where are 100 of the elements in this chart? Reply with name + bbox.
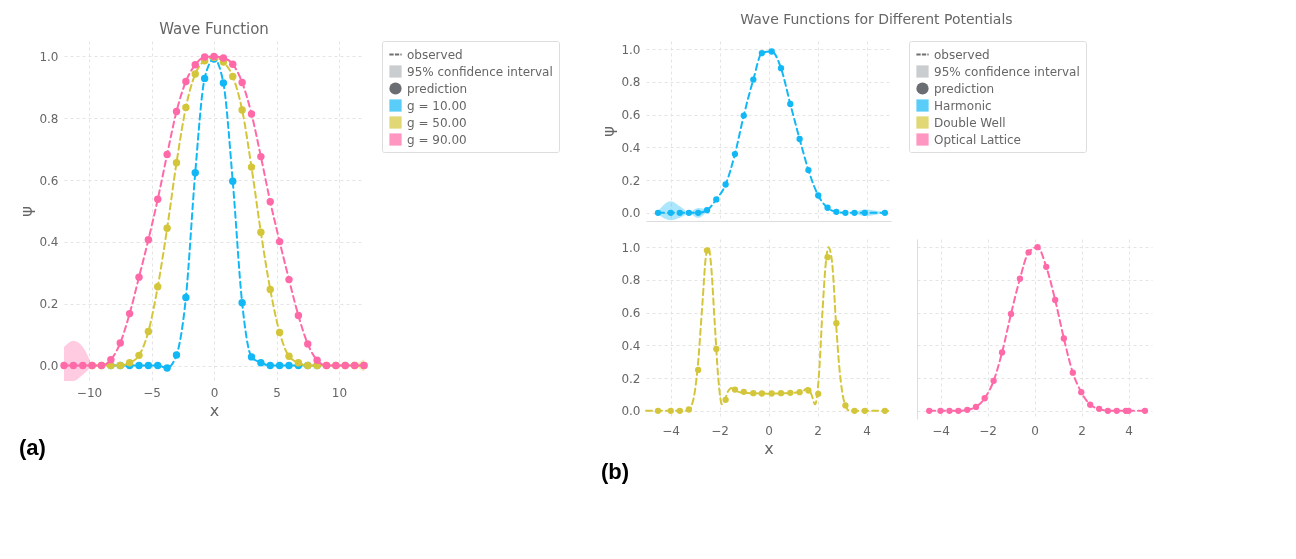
y-tick-label: 0.2 <box>621 173 641 188</box>
point <box>842 209 849 216</box>
y-tick-label: 0.8 <box>621 273 641 288</box>
point <box>777 65 785 72</box>
point <box>881 209 889 216</box>
point <box>768 390 775 397</box>
point <box>257 228 265 237</box>
y-tick-label: 1.0 <box>39 49 59 64</box>
x-tick-label: −4 <box>662 423 680 438</box>
line-series <box>645 246 892 412</box>
point <box>107 355 115 364</box>
point <box>135 351 143 360</box>
legend-label: g = 90.00 <box>407 132 467 147</box>
point <box>182 77 190 86</box>
point <box>740 112 747 119</box>
point <box>163 224 171 233</box>
point <box>685 209 693 216</box>
text: (b) <box>600 459 630 484</box>
point <box>946 407 953 414</box>
point <box>937 407 944 414</box>
point <box>851 209 858 216</box>
chart-title: Wave Function <box>159 19 269 38</box>
point <box>172 159 181 167</box>
point <box>294 311 303 320</box>
point <box>758 390 766 397</box>
y-tick-label: 0.0 <box>621 206 641 221</box>
x-tick-label: 0 <box>765 423 773 438</box>
point <box>667 209 674 216</box>
point <box>815 390 822 397</box>
point <box>247 163 256 171</box>
point <box>191 70 199 78</box>
legend-label: 95% confidence interval <box>934 64 1080 79</box>
y-tick-label: 1.0 <box>621 240 641 255</box>
legend-label: Harmonic <box>934 98 992 113</box>
point <box>1025 249 1032 256</box>
point <box>229 177 237 186</box>
point <box>1052 296 1059 304</box>
point <box>815 192 822 199</box>
point <box>796 389 803 396</box>
point <box>740 388 747 395</box>
point <box>861 407 868 414</box>
point <box>768 48 775 55</box>
point <box>972 403 980 411</box>
y-tick-label: 0.6 <box>621 306 641 321</box>
point <box>266 285 274 294</box>
point <box>200 53 209 61</box>
point <box>69 361 78 370</box>
x-axis-title: x <box>209 400 220 420</box>
point <box>805 166 812 174</box>
y-tick-label: 0.2 <box>621 371 641 386</box>
point <box>777 389 785 397</box>
point <box>135 273 143 281</box>
legend-label: observed <box>934 47 990 62</box>
x-axis-title: x <box>764 438 774 458</box>
point <box>285 361 293 370</box>
point <box>219 54 228 62</box>
point <box>144 236 153 244</box>
point <box>219 79 228 87</box>
point <box>1078 389 1085 396</box>
point <box>1087 401 1094 408</box>
point <box>154 361 162 370</box>
legend-label: g = 50.00 <box>407 115 467 130</box>
point <box>842 402 849 409</box>
point <box>238 78 246 87</box>
y-tick-label: 0.8 <box>621 75 641 90</box>
point <box>247 353 256 361</box>
y-tick-label: 0.4 <box>39 235 59 250</box>
point <box>824 204 831 211</box>
point <box>990 377 997 385</box>
chart-title: Wave Functions for Different Potentials <box>740 10 1013 27</box>
point <box>955 407 962 414</box>
point <box>667 407 674 414</box>
y-tick-label: 1.0 <box>621 42 641 57</box>
point <box>851 407 858 414</box>
text: (a) <box>18 435 46 460</box>
point <box>881 407 889 414</box>
x-tick-label: −10 <box>76 385 103 400</box>
point <box>154 195 162 203</box>
legend-label: Double Well <box>934 115 1006 130</box>
point <box>229 60 237 68</box>
y-tick-label: 0.2 <box>39 297 59 312</box>
point <box>1043 263 1050 270</box>
point <box>750 389 757 397</box>
point <box>703 247 711 254</box>
point <box>266 198 274 206</box>
point <box>257 152 265 161</box>
x-tick-label: 10 <box>331 385 348 400</box>
point <box>1034 244 1041 251</box>
y-tick-label: 0.4 <box>621 140 641 155</box>
point <box>796 135 803 143</box>
point <box>695 209 702 216</box>
legend-label: 95% confidence interval <box>407 64 553 79</box>
legend-label: prediction <box>934 81 995 96</box>
y-tick-label: 0.0 <box>621 404 641 419</box>
point <box>1060 335 1068 342</box>
x-tick-label: 0 <box>210 385 219 400</box>
point <box>144 327 153 336</box>
point <box>163 150 171 159</box>
point <box>163 364 171 372</box>
point <box>257 359 265 367</box>
